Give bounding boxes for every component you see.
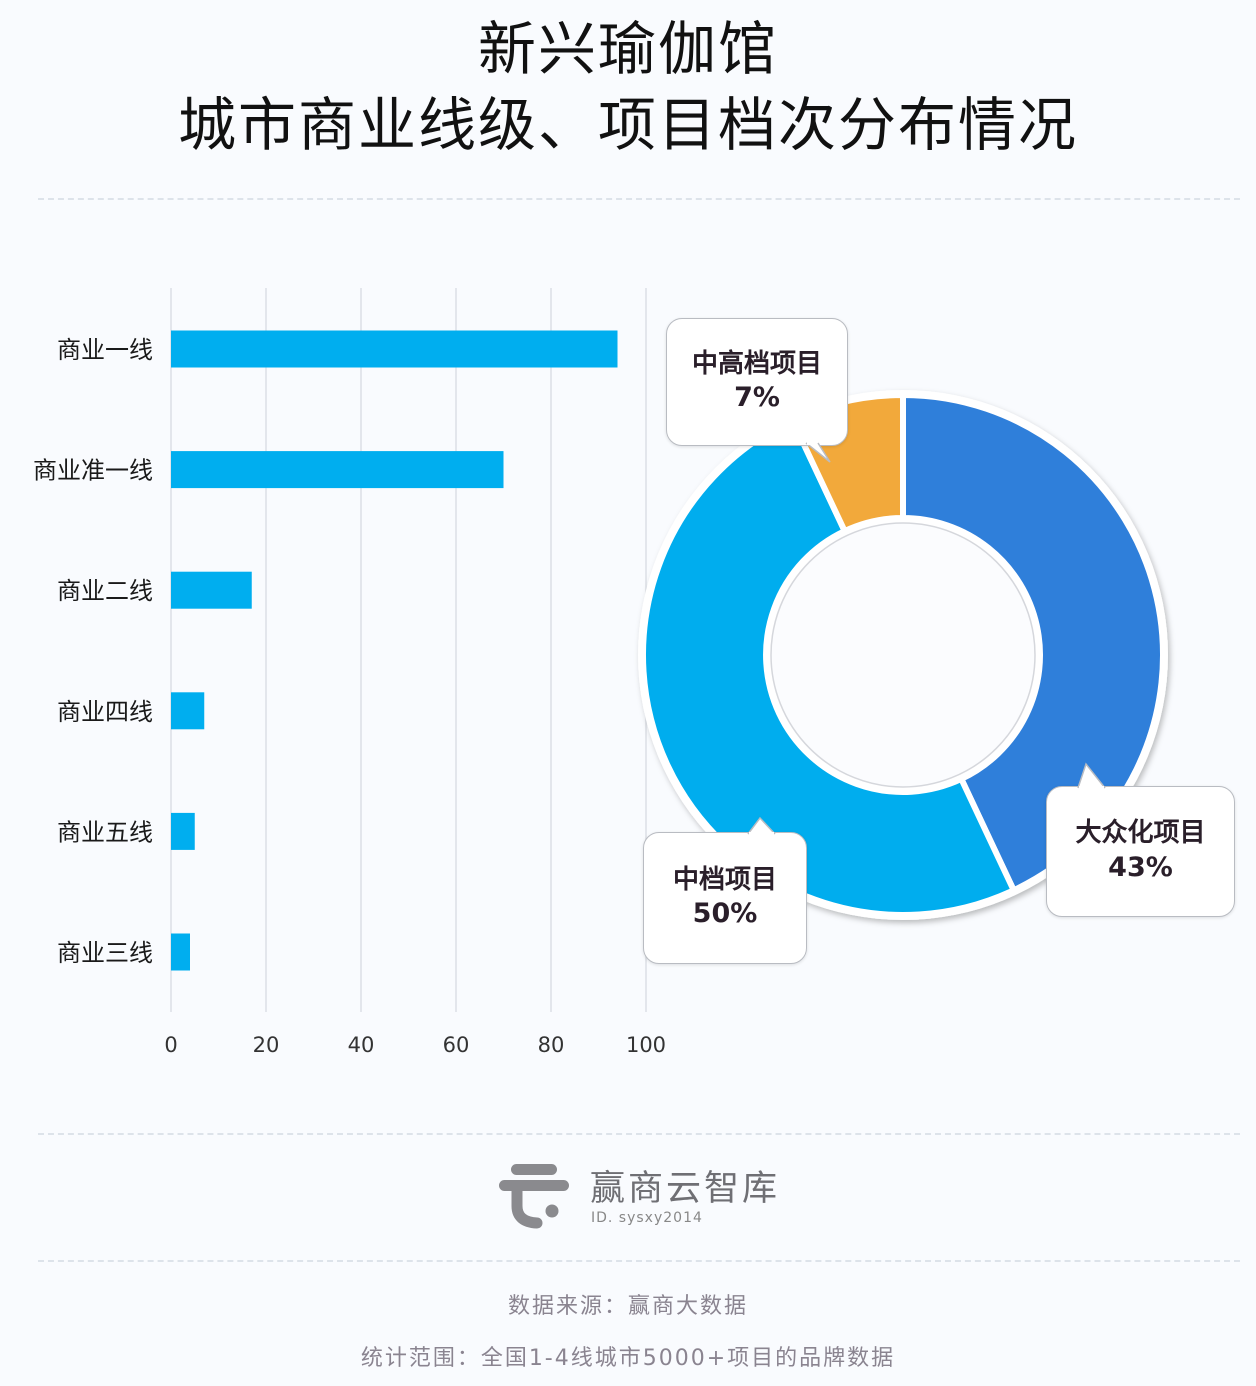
callout-midhigh: 中高档项目 7%	[666, 318, 848, 446]
callout-mid: 中档项目 50%	[643, 832, 807, 964]
category-label: 商业一线	[57, 336, 153, 364]
data-source-note: 数据来源：赢商大数据	[507, 1294, 748, 1319]
bar	[171, 571, 252, 609]
bar-chart-gridlines	[170, 288, 647, 1012]
data-scope-note: 统计范围：全国1-4线城市5000+项目的品牌数据	[360, 1346, 896, 1371]
brand-divider-top	[38, 1133, 1240, 1135]
bar	[171, 692, 205, 730]
callout-mid-value: 50%	[692, 898, 758, 930]
brand-id: ID. sysxy2014	[591, 1210, 703, 1226]
callout-mass-label: 大众化项目	[1075, 818, 1206, 849]
x-tick-label: 40	[348, 1033, 375, 1057]
winshang-logo-icon	[499, 1164, 569, 1229]
chart-title-line-1: 新兴瑜伽馆	[477, 15, 778, 83]
chart-title-line-2: 城市商业线级、项目档次分布情况	[177, 91, 1078, 159]
bar-chart-x-axis-ticks: 0 20 40 60 80 100	[164, 1033, 666, 1057]
category-label: 商业二线	[57, 577, 153, 605]
x-tick-label: 100	[626, 1033, 666, 1057]
bar	[171, 451, 504, 489]
x-tick-label: 60	[443, 1033, 470, 1057]
callout-mass: 大众化项目 43%	[1046, 786, 1235, 917]
category-label: 商业四线	[57, 698, 153, 726]
callout-mass-value: 43%	[1108, 851, 1173, 883]
bar	[171, 933, 190, 971]
bar	[171, 330, 618, 368]
top-divider	[38, 198, 1240, 200]
brand-name: 赢商云智库	[590, 1169, 781, 1209]
bar	[171, 812, 195, 850]
x-tick-label: 80	[538, 1033, 565, 1057]
callout-midhigh-label: 中高档项目	[691, 348, 822, 379]
callout-mid-label: 中档项目	[672, 864, 777, 895]
category-label: 商业三线	[57, 939, 153, 967]
category-label: 商业五线	[57, 818, 153, 846]
x-tick-label: 20	[253, 1033, 280, 1057]
brand-divider-bottom	[38, 1260, 1240, 1262]
bar-chart-bars	[171, 330, 618, 971]
callout-midhigh-value: 7%	[734, 382, 780, 414]
x-tick-label: 0	[164, 1033, 177, 1057]
donut-hole	[770, 522, 1036, 788]
category-label: 商业准一线	[33, 457, 153, 485]
